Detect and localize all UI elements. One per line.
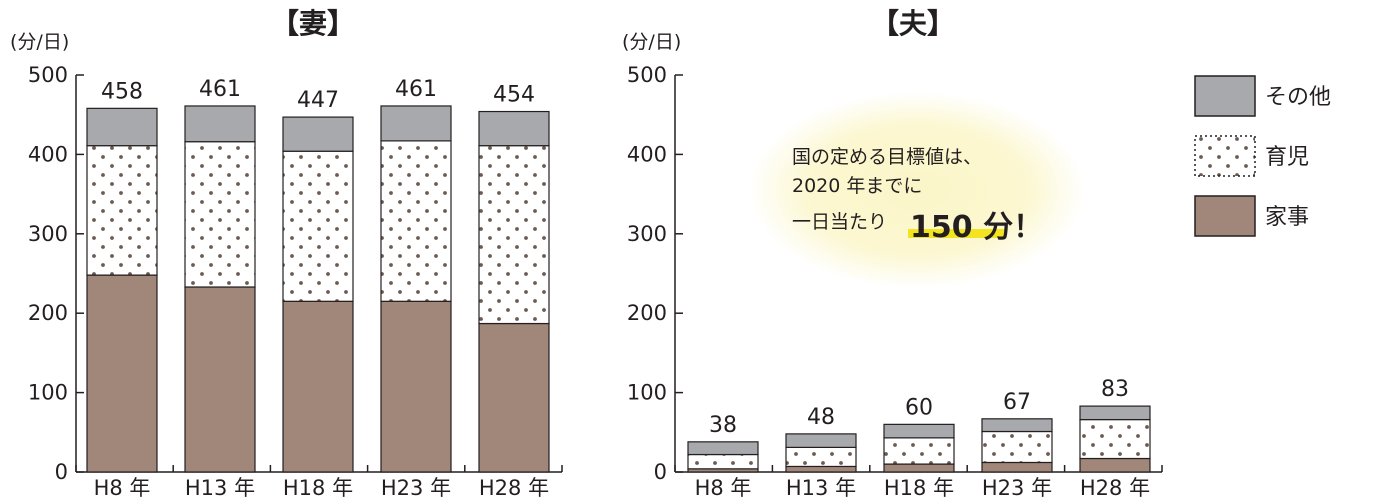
wife-y-tick-label: 400 <box>28 142 68 166</box>
wife-bar-childcare <box>380 140 452 302</box>
legend: その他 育児 家事 <box>1194 75 1331 237</box>
husband-x-tick-label: H8 年 <box>695 476 752 499</box>
wife-bar-childcare <box>86 145 158 276</box>
legend-swatch-housework <box>1194 195 1256 237</box>
husband-x-tick-label: H13 年 <box>786 476 856 499</box>
wife-total-label: 447 <box>297 88 339 113</box>
wife-total-label: 454 <box>493 83 535 108</box>
wife-bar-other <box>282 116 354 152</box>
wife-bar-childcare <box>282 150 354 302</box>
target-callout: 国の定める目標値は、 2020 年までに 一日当たり 150 分！ <box>749 92 1085 288</box>
wife-total-label: 461 <box>395 77 437 102</box>
wife-x-tick-label: H23 年 <box>381 476 451 499</box>
callout-highlight-bar <box>908 229 1006 238</box>
husband-chart-title: 【夫】 <box>871 7 955 40</box>
legend-swatch-other <box>1194 75 1256 117</box>
husband-bar-housework <box>1079 457 1151 473</box>
husband-bar-housework <box>785 465 857 473</box>
wife-x-tick-label: H18 年 <box>283 476 353 499</box>
husband-bar-childcare <box>785 446 857 468</box>
husband-y-tick-label: 400 <box>627 142 667 166</box>
husband-total-label: 83 <box>1101 377 1129 402</box>
wife-total-label: 458 <box>101 79 143 104</box>
husband-total-label: 48 <box>807 405 835 430</box>
husband-bar-other <box>1079 405 1151 421</box>
husband-bar-housework <box>981 461 1053 473</box>
wife-bar-housework <box>478 322 550 473</box>
callout-line-2: 2020 年までに <box>792 175 922 197</box>
husband-x-tick-label: H23 年 <box>982 476 1052 499</box>
legend-label-childcare: 育児 <box>1265 145 1309 170</box>
callout-glow <box>749 92 1085 288</box>
wife-chart-title: 【妻】 <box>271 7 355 40</box>
wife-bar-housework <box>380 300 452 473</box>
wife-bar-other <box>86 107 158 147</box>
wife-bar-other <box>184 105 256 143</box>
husband-bar-other <box>687 441 759 456</box>
wife-bar-housework <box>184 286 256 473</box>
callout-line-1: 国の定める目標値は、 <box>792 146 982 168</box>
husband-bar-childcare <box>883 437 955 465</box>
wife-total-label: 461 <box>199 77 241 102</box>
husband-x-tick-label: H18 年 <box>884 476 954 499</box>
husband-y-unit: (分/日) <box>622 31 681 53</box>
husband-bar-childcare <box>981 430 1053 464</box>
husband-bar-other <box>883 423 955 439</box>
husband-bar-other <box>785 433 857 448</box>
wife-x-tick-label: H8 年 <box>94 476 151 499</box>
husband-y-tick-label: 100 <box>627 381 667 405</box>
wife-y-tick-label: 300 <box>28 222 68 246</box>
husband-bar-other <box>981 418 1053 433</box>
husband-bar-childcare <box>687 453 759 470</box>
wife-y-tick-label: 0 <box>55 460 68 484</box>
wife-y-tick-label: 100 <box>28 381 68 405</box>
husband-total-label: 38 <box>709 413 737 438</box>
husband-x-tick-label: H28 年 <box>1080 476 1150 499</box>
husband-bar-housework <box>883 463 955 473</box>
wife-bar-housework <box>282 300 354 473</box>
wife-x-tick-label: H28 年 <box>479 476 549 499</box>
wife-bar-childcare <box>184 141 256 288</box>
husband-total-label: 60 <box>905 395 933 420</box>
wife-y-unit: (分/日) <box>10 31 69 53</box>
wife-y-tick-label: 500 <box>28 63 68 87</box>
husband-y-tick-label: 300 <box>627 222 667 246</box>
wife-bar-childcare <box>478 145 550 325</box>
husband-y-tick-label: 200 <box>627 301 667 325</box>
wife-bar-housework <box>86 274 158 473</box>
husband-total-label: 67 <box>1003 390 1031 415</box>
callout-highlight: 150 分！ <box>910 210 1043 245</box>
husband-y-tick-label: 500 <box>627 63 667 87</box>
husband-chart: 【夫】 (分/日) 0 100 200 300 400 500 38 H8 年 48 H13 年 60 H… <box>622 7 1163 499</box>
husband-y-tick-label: 0 <box>654 460 667 484</box>
legend-swatch-childcare <box>1194 135 1256 177</box>
legend-label-housework: 家事 <box>1265 205 1309 230</box>
legend-label-other: その他 <box>1265 85 1331 110</box>
wife-y-tick-label: 200 <box>28 301 68 325</box>
callout-line-3: 一日当たり <box>792 211 887 233</box>
wife-chart: 【妻】 (分/日) 0 100 200 300 400 500 458 H8 年 461 H13 年 4… <box>10 7 563 499</box>
husband-bar-childcare <box>1079 418 1151 460</box>
wife-bar-other <box>478 110 550 147</box>
wife-x-tick-label: H13 年 <box>185 476 255 499</box>
wife-bar-other <box>380 105 452 142</box>
